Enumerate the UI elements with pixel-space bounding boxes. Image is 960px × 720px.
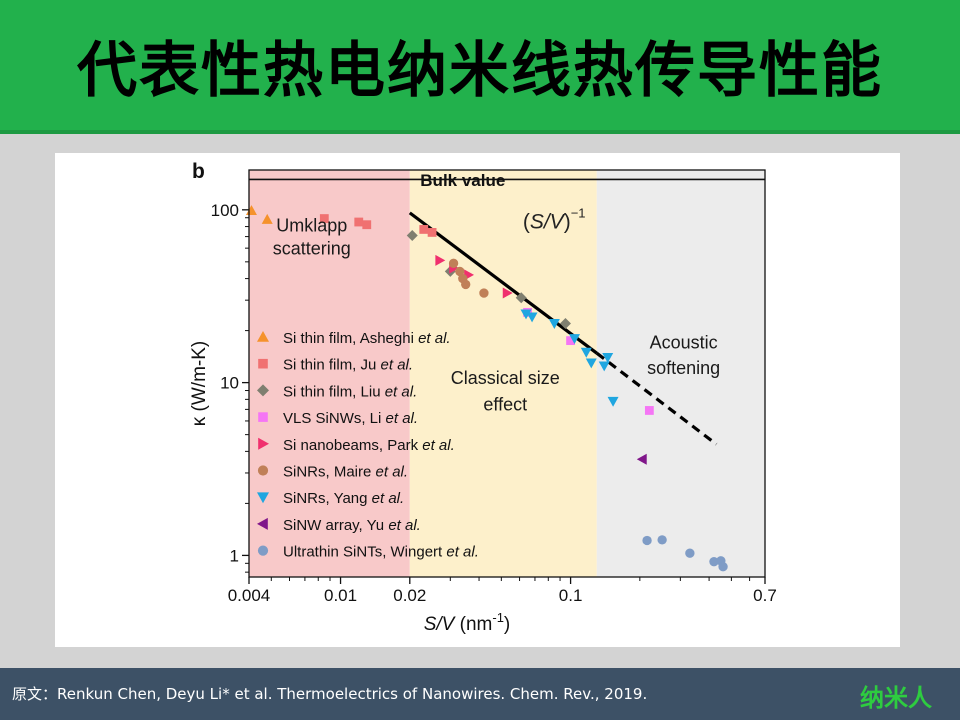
data-point	[419, 225, 429, 234]
legend-entry: SiNW array, Yu et al.	[283, 517, 421, 534]
data-point	[709, 556, 719, 567]
data-point	[479, 288, 489, 298]
panel-label: b	[192, 160, 205, 183]
data-point	[636, 453, 647, 465]
x-tick-label: 0.1	[559, 586, 583, 605]
data-point	[427, 228, 437, 237]
legend-marker	[257, 492, 269, 504]
data-point	[526, 312, 538, 323]
kappa-vs-sv-chart: Bulk value 0.004 0.01 0.02 0.1 0.7 1 10 100 b S/V…	[189, 160, 777, 635]
data-point	[461, 279, 471, 290]
region-band	[249, 170, 410, 577]
plot-frame	[248, 169, 766, 578]
region-label: Umklapp	[276, 215, 347, 235]
page-title: 代表性热电纳米线热传导性能	[77, 35, 883, 106]
data-point	[261, 213, 273, 224]
logo-text: 纳米人	[860, 684, 932, 712]
data-point	[502, 287, 513, 299]
legend-entry: VLS SiNWs, Li et al.	[283, 410, 418, 427]
y-axis-label: κ (W/m-K)	[189, 341, 210, 426]
region-label: Classical size	[451, 368, 560, 388]
y-tick-label: 1	[230, 546, 239, 565]
data-point	[607, 396, 619, 407]
data-point	[657, 535, 667, 545]
region-label: softening	[647, 358, 720, 378]
title-bar: 代表性热电纳米线热传导性能	[0, 0, 960, 134]
y-tick-label: 100	[211, 201, 239, 220]
legend-entry: Si thin film, Asheghi et al.	[283, 330, 451, 347]
data-point	[580, 347, 592, 358]
data-point	[585, 358, 597, 369]
x-axis-label: S/V (nm-1)	[424, 610, 511, 635]
data-point	[566, 336, 575, 346]
data-point	[569, 334, 581, 345]
data-point	[642, 535, 652, 546]
citation-text: 原文：Renkun Chen, Deyu Li* et al. Thermoel…	[12, 685, 648, 703]
data-point	[362, 220, 372, 230]
legend-entry: Si thin film, Ju et al.	[283, 357, 413, 374]
data-point	[435, 254, 446, 266]
data-point	[598, 361, 610, 372]
bulk-value-label: Bulk value	[420, 171, 505, 190]
legend-marker	[257, 384, 269, 397]
data-point	[718, 562, 728, 572]
footer-bar: 原文：Renkun Chen, Deyu Li* et al. Thermoel…	[0, 668, 960, 720]
x-tick-label: 0.004	[228, 586, 271, 605]
data-point	[559, 317, 571, 329]
data-point	[448, 258, 459, 269]
legend-entry: Ultrathin SiNTs, Wingert et al.	[283, 544, 479, 561]
data-point	[354, 217, 364, 227]
data-point	[515, 292, 527, 304]
data-point	[455, 266, 465, 277]
fit-label: (S/V)−1	[523, 205, 586, 233]
legend-marker	[258, 437, 269, 450]
fit-line-solid	[408, 211, 598, 355]
x-tick-label: 0.7	[753, 586, 777, 605]
data-point	[520, 309, 532, 320]
legend-entry: SiNRs, Maire et al.	[283, 464, 408, 481]
legend-entry: SiNRs, Yang et al.	[283, 490, 404, 507]
data-point	[548, 319, 560, 329]
legend-marker	[257, 517, 268, 530]
legend-entry: Si nanobeams, Park et al.	[283, 437, 455, 454]
legend-marker	[257, 331, 269, 342]
region-label: Acoustic	[650, 332, 718, 352]
x-tick-label: 0.02	[393, 586, 426, 605]
region-label: effect	[483, 394, 527, 414]
figure-panel: Bulk value 0.004 0.01 0.02 0.1 0.7 1 10 100 b S/V…	[55, 153, 900, 647]
legend-entry: Si thin film, Liu et al.	[283, 383, 417, 400]
legend-marker	[258, 412, 268, 422]
region-label: scattering	[273, 239, 351, 259]
legend-marker	[257, 465, 269, 476]
data-point	[602, 352, 614, 363]
data-point	[406, 230, 418, 242]
y-tick-label: 10	[220, 374, 239, 393]
data-point	[644, 406, 654, 415]
legend-marker	[258, 358, 268, 369]
data-point	[685, 548, 695, 558]
legend-marker	[257, 545, 269, 556]
data-point	[319, 214, 329, 223]
x-tick-label: 0.01	[324, 586, 357, 605]
fit-line-dashed	[595, 351, 718, 446]
